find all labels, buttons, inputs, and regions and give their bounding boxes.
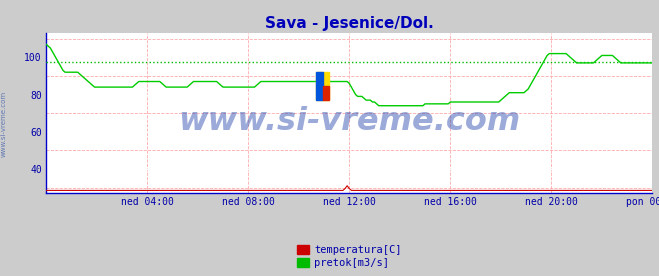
Title: Sava - Jesenice/Dol.: Sava - Jesenice/Dol. (265, 15, 434, 31)
Bar (316, 71, 330, 100)
Text: www.si-vreme.com: www.si-vreme.com (178, 106, 521, 137)
Legend: temperatura[C], pretok[m3/s]: temperatura[C], pretok[m3/s] (297, 245, 402, 268)
Text: www.si-vreme.com: www.si-vreme.com (0, 91, 7, 157)
Bar (316, 71, 323, 100)
Bar (323, 86, 330, 100)
